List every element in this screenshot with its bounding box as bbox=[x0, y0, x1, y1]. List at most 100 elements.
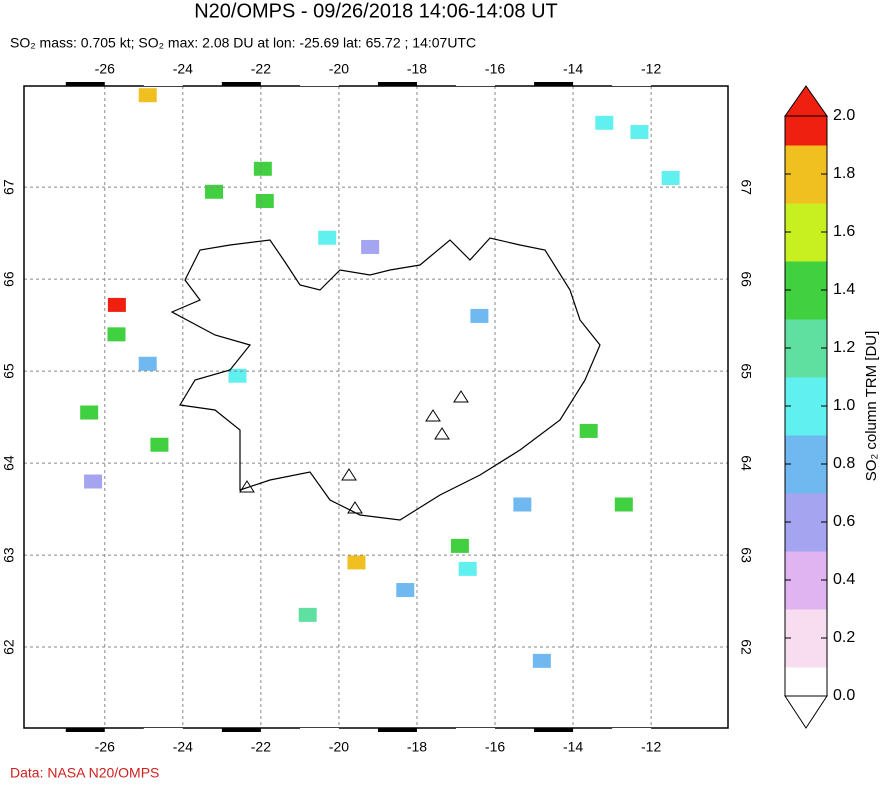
colorbar-swatch bbox=[785, 469, 827, 477]
colorbar-swatch bbox=[785, 179, 827, 187]
x-tick-bar bbox=[143, 82, 183, 86]
colorbar-swatch bbox=[785, 655, 827, 662]
so2-pixel bbox=[532, 653, 551, 668]
colorbar-tick-label: 1.0 bbox=[833, 397, 855, 414]
colorbar-swatch bbox=[785, 545, 827, 552]
so2-pixel bbox=[661, 170, 680, 185]
colorbar-swatch bbox=[785, 208, 827, 216]
colorbar-swatch bbox=[785, 371, 827, 378]
x-tick-label: -12 bbox=[641, 739, 661, 755]
colorbar-tick-label: 0.6 bbox=[833, 513, 855, 530]
colorbar-swatch bbox=[785, 400, 827, 407]
colorbar-tick-label: 0.8 bbox=[833, 455, 855, 472]
so2-pixel bbox=[253, 161, 272, 176]
colorbar-swatch bbox=[785, 284, 827, 291]
title: N20/OMPS - 09/26/2018 14:06-14:08 UT bbox=[194, 0, 558, 22]
colorbar-swatch bbox=[785, 638, 827, 645]
x-tick-label: -24 bbox=[173, 739, 193, 755]
so2-pixel bbox=[107, 297, 126, 312]
colorbar-swatch bbox=[785, 261, 827, 268]
colorbar-swatch bbox=[785, 481, 827, 488]
colorbar-tick-label: 1.2 bbox=[833, 339, 855, 356]
x-tick-bar bbox=[299, 728, 339, 732]
x-tick-label: -14 bbox=[563, 739, 583, 755]
colorbar-swatch bbox=[785, 440, 827, 448]
x-tick-label: -26 bbox=[95, 61, 115, 77]
so2-pixel bbox=[298, 607, 317, 622]
x-tick-bar bbox=[534, 82, 574, 86]
colorbar-swatch bbox=[785, 580, 827, 587]
colorbar-swatch bbox=[785, 626, 827, 633]
colorbar-tick-label: 0.2 bbox=[833, 629, 855, 646]
so2-pixel bbox=[138, 356, 157, 371]
colorbar-swatch bbox=[785, 168, 827, 175]
y-tick-label: 62 bbox=[738, 639, 754, 655]
x-tick-bar bbox=[221, 82, 261, 86]
colorbar-swatch bbox=[785, 551, 827, 558]
y-tick-label: 66 bbox=[738, 271, 754, 287]
colorbar-swatch bbox=[785, 522, 827, 529]
colorbar-swatch bbox=[785, 394, 827, 401]
y-tick-label: 67 bbox=[1, 179, 17, 195]
credit: Data: NASA N20/OMPS bbox=[10, 765, 159, 781]
grid-layer bbox=[24, 86, 728, 728]
map-frame bbox=[23, 85, 729, 729]
so2-pixel bbox=[228, 368, 247, 383]
colorbar-swatch bbox=[785, 597, 827, 604]
so2-pixel bbox=[513, 497, 532, 512]
pixel-layer bbox=[80, 88, 680, 668]
x-tick-label: -16 bbox=[485, 61, 505, 77]
x-tick-bar bbox=[612, 82, 652, 86]
colorbar-swatch bbox=[785, 348, 827, 355]
colorbar-swatch bbox=[785, 690, 827, 697]
colorbar-swatch bbox=[785, 562, 827, 569]
colorbar-swatch bbox=[785, 417, 827, 424]
colorbar-swatch bbox=[785, 620, 827, 627]
colorbar-swatch bbox=[785, 464, 827, 471]
colorbar-swatch bbox=[785, 307, 827, 314]
colorbar-swatch bbox=[785, 365, 827, 372]
so2-pixel bbox=[595, 115, 614, 130]
x-tick-bar bbox=[456, 82, 496, 86]
colorbar-swatch bbox=[785, 237, 827, 245]
colorbar-swatch bbox=[785, 649, 827, 656]
colorbar-swatch bbox=[785, 278, 827, 285]
colorbar-swatch bbox=[785, 516, 827, 523]
so2-pixel bbox=[630, 124, 649, 139]
colorbar-swatch bbox=[785, 319, 827, 326]
colorbar-swatch bbox=[785, 272, 827, 279]
colorbar-swatch bbox=[785, 684, 827, 691]
so2-pixel bbox=[150, 437, 169, 452]
x-tick-label: -14 bbox=[563, 61, 583, 77]
x-tick-label: -20 bbox=[329, 61, 349, 77]
colorbar-swatch bbox=[785, 493, 827, 500]
colorbar-swatch bbox=[785, 388, 827, 395]
x-tick-bar bbox=[299, 82, 339, 86]
colorbar-swatch bbox=[785, 661, 827, 668]
colorbar-swatch bbox=[785, 197, 827, 204]
y-tick-label: 64 bbox=[738, 455, 754, 471]
colorbar-swatch bbox=[785, 527, 827, 535]
colorbar-swatch bbox=[785, 423, 827, 430]
x-tick-bar bbox=[143, 728, 183, 732]
colorbar-swatch bbox=[785, 475, 827, 482]
colorbar-swatch bbox=[785, 678, 827, 685]
x-tick-label: -22 bbox=[251, 739, 271, 755]
colorbar-swatch bbox=[785, 609, 827, 616]
so2-pixel bbox=[579, 423, 598, 438]
colorbar-swatch bbox=[785, 203, 827, 210]
so2-pixel bbox=[80, 405, 99, 420]
colorbar-swatch bbox=[785, 232, 827, 239]
colorbar-tick-label: 1.8 bbox=[833, 165, 855, 182]
colorbar-swatch bbox=[785, 435, 827, 442]
colorbar-swatch bbox=[785, 191, 827, 198]
so2-pixel bbox=[84, 474, 103, 489]
x-tick-bar bbox=[65, 82, 105, 86]
colorbar-extend bbox=[784, 695, 828, 729]
colorbar-swatch bbox=[785, 377, 827, 384]
colorbar-swatch bbox=[785, 116, 827, 123]
colorbar: 0.0 0.2 0.4 0.6 0.8 1.0 1.2 1.4 1.6 1.8 2.0 bbox=[784, 85, 855, 729]
colorbar-swatch bbox=[785, 452, 827, 459]
so2-pixel bbox=[396, 583, 415, 598]
